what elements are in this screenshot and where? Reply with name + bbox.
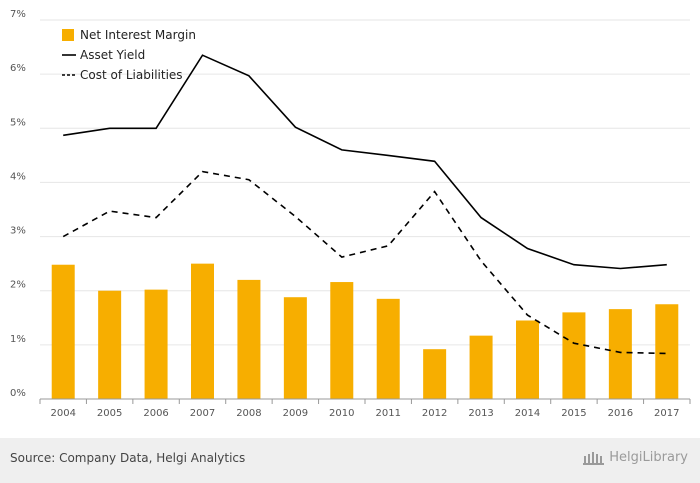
x-tick-label: 2010 xyxy=(329,408,354,419)
bar-series xyxy=(51,263,679,399)
line-series xyxy=(62,54,667,355)
legend-label: Net Interest Margin xyxy=(80,28,196,42)
library-icon xyxy=(583,451,605,465)
brand-name: HelgiLibrary xyxy=(609,450,688,465)
legend-swatch-bar xyxy=(62,29,74,41)
bar xyxy=(516,320,539,399)
bar xyxy=(98,290,122,399)
legend: Net Interest Margin Asset Yield Cost of Li… xyxy=(62,28,196,82)
bar xyxy=(608,309,632,399)
bar xyxy=(655,304,679,399)
y-tick-label: 4% xyxy=(10,171,26,182)
y-tick-label: 2% xyxy=(10,280,26,291)
series-line xyxy=(62,170,667,355)
footer: Source: Company Data, Helgi Analytics He… xyxy=(0,438,700,483)
x-tick-label: 2004 xyxy=(50,408,75,419)
x-tick-label: 2005 xyxy=(97,408,122,419)
bar xyxy=(237,279,261,399)
x-tick-label: 2016 xyxy=(608,408,633,419)
x-axis: 2004 2005 2006 2007 2008 2009 2010 2011 2012 2013… xyxy=(39,398,691,419)
legend-label: Cost of Liabilities xyxy=(80,68,183,82)
y-tick-label: 7% xyxy=(10,9,26,20)
brand-logo: HelgiLibrary xyxy=(583,450,688,465)
bar xyxy=(283,297,307,399)
y-tick-label: 5% xyxy=(10,117,26,128)
y-axis: 0% 1% 2% 3% 4% 5% 6% 7% xyxy=(10,9,26,399)
legend-label: Asset Yield xyxy=(80,48,145,62)
x-tick-label: 2014 xyxy=(515,408,540,419)
x-tick-label: 2006 xyxy=(143,408,168,419)
x-tick-label: 2008 xyxy=(236,408,261,419)
x-tick-label: 2013 xyxy=(468,408,493,419)
bar xyxy=(376,298,400,399)
y-tick-label: 6% xyxy=(10,63,26,74)
x-tick-label: 2007 xyxy=(190,408,215,419)
bar xyxy=(562,312,586,399)
x-tick-label: 2015 xyxy=(561,408,586,419)
bar xyxy=(51,264,75,399)
bar xyxy=(144,289,168,399)
x-tick-label: 2011 xyxy=(375,408,400,419)
x-tick-label: 2009 xyxy=(283,408,308,419)
bar xyxy=(469,335,493,399)
bar xyxy=(330,282,354,399)
x-tick-label: 2012 xyxy=(422,408,447,419)
bar xyxy=(423,349,447,399)
y-tick-label: 3% xyxy=(10,226,26,237)
x-tick-label: 2017 xyxy=(654,408,679,419)
source-note: Source: Company Data, Helgi Analytics xyxy=(10,451,246,465)
y-tick-label: 0% xyxy=(10,388,26,399)
chart: 0%1%2%3%4%5%6%7% 2004 2005 2006 2007 2008 200… xyxy=(10,9,691,419)
series-line xyxy=(63,54,667,270)
y-tick-label: 1% xyxy=(10,334,26,345)
bar xyxy=(191,263,214,399)
